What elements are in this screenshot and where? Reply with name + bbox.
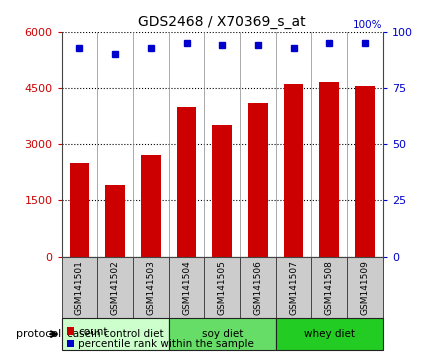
Text: GSM141507: GSM141507 — [289, 260, 298, 315]
Bar — [204, 257, 240, 318]
Text: whey diet: whey diet — [304, 329, 355, 339]
Bar — [248, 103, 268, 257]
Text: soy diet: soy diet — [202, 329, 243, 339]
Text: GSM141502: GSM141502 — [110, 260, 120, 314]
Text: GSM141509: GSM141509 — [360, 260, 370, 315]
Bar — [312, 257, 347, 318]
Bar — [284, 84, 304, 257]
Text: casein control diet: casein control diet — [67, 329, 163, 339]
Text: GSM141505: GSM141505 — [218, 260, 227, 315]
Bar — [169, 318, 276, 350]
Text: GSM141501: GSM141501 — [75, 260, 84, 315]
Text: protocol: protocol — [16, 329, 62, 339]
Text: GSM141506: GSM141506 — [253, 260, 262, 315]
Bar — [240, 257, 276, 318]
Text: GSM141504: GSM141504 — [182, 260, 191, 314]
Bar — [347, 257, 383, 318]
Bar — [62, 257, 97, 318]
Bar — [62, 318, 169, 350]
Bar — [105, 185, 125, 257]
Text: GSM141508: GSM141508 — [325, 260, 334, 315]
Bar — [141, 155, 161, 257]
Bar — [133, 257, 169, 318]
Bar — [177, 107, 196, 257]
Title: GDS2468 / X70369_s_at: GDS2468 / X70369_s_at — [139, 16, 306, 29]
Bar — [276, 318, 383, 350]
Bar — [355, 86, 375, 257]
Bar — [97, 257, 133, 318]
Text: GSM141503: GSM141503 — [147, 260, 155, 315]
Bar — [319, 82, 339, 257]
Bar — [70, 163, 89, 257]
Legend: count, percentile rank within the sample: count, percentile rank within the sample — [67, 327, 254, 349]
Bar — [169, 257, 204, 318]
Bar — [276, 257, 312, 318]
Text: 100%: 100% — [353, 19, 383, 30]
Bar — [213, 125, 232, 257]
